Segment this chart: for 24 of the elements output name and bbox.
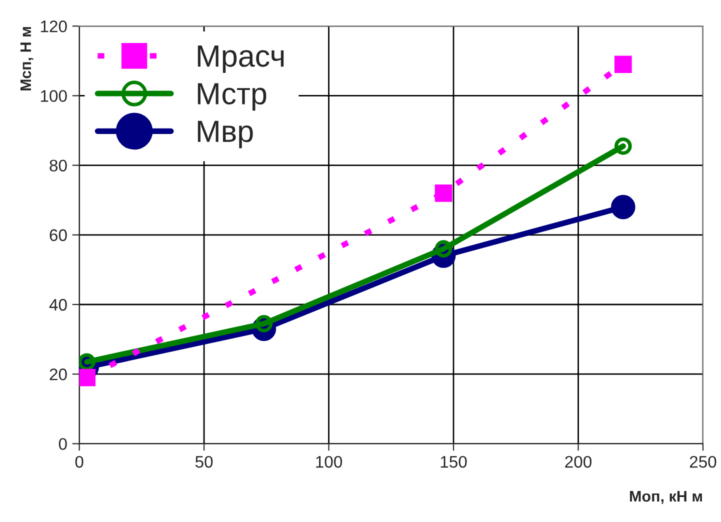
point	[434, 184, 452, 202]
x-tick-label: 250	[690, 456, 716, 468]
x-tick-label: 0	[75, 456, 84, 468]
x-tick-label: 200	[565, 456, 592, 468]
y-tick-label: 0	[58, 438, 67, 450]
y-tick-label: 60	[50, 229, 67, 242]
y-axis-title: Мсп, Н м	[20, 27, 34, 90]
point	[614, 56, 632, 74]
legend-label: Мвр	[198, 120, 253, 148]
x-tick-label: 50	[195, 456, 213, 468]
legend-label: Мрасч	[198, 46, 284, 73]
point	[79, 368, 96, 386]
legend-label: Мстр	[198, 83, 266, 111]
x-tick-label: 100	[316, 456, 342, 468]
point	[614, 137, 632, 155]
point	[79, 353, 96, 371]
y-tick-label: 100	[40, 90, 67, 102]
point	[610, 194, 636, 220]
x-axis-title: Моп, кН м	[630, 491, 702, 504]
y-tick-label: 120	[40, 20, 67, 32]
y-tick-label: 40	[49, 298, 67, 311]
y-tick-label: 80	[50, 160, 67, 172]
x-tick-label: 150	[440, 456, 467, 468]
y-tick-label: 20	[50, 368, 67, 380]
